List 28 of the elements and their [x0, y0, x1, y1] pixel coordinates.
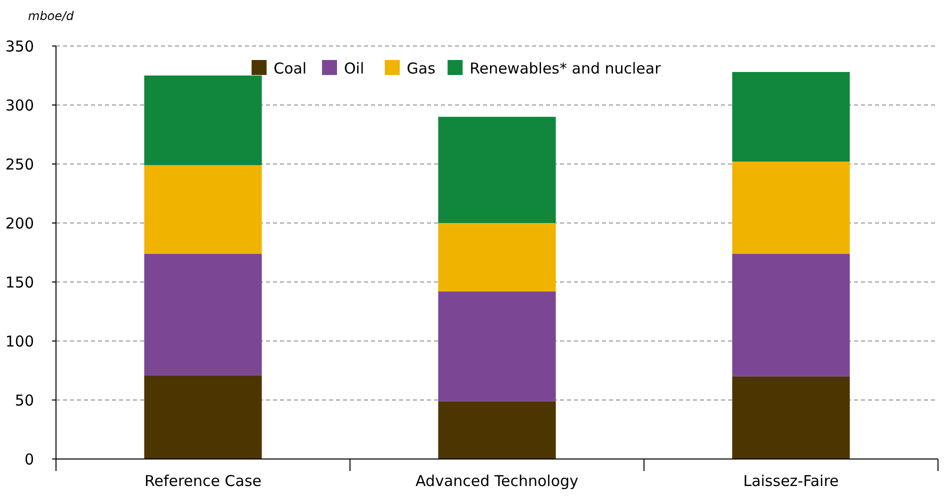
bar — [732, 254, 850, 376]
y-axis-title: mboe/d — [28, 9, 74, 23]
y-tick-label: 0 — [24, 450, 34, 468]
bar — [438, 401, 556, 459]
y-tick-label: 150 — [5, 273, 34, 292]
x-tick-label: Advanced Technology — [416, 472, 579, 490]
bar — [732, 72, 850, 162]
legend-label: Renewables* and nuclear — [470, 59, 662, 78]
x-tick-label: Reference Case — [144, 472, 262, 490]
legend-label: Gas — [406, 59, 436, 78]
y-tick-label: 200 — [5, 214, 34, 232]
legend-label: Oil — [344, 59, 364, 78]
y-tick-label: 350 — [5, 37, 34, 56]
y-tick-label: 50 — [14, 391, 34, 410]
y-tick-label: 250 — [5, 155, 34, 174]
bar — [438, 116, 556, 223]
bar — [144, 76, 262, 166]
bar — [144, 375, 262, 459]
bar — [438, 291, 556, 402]
y-tick-label: 100 — [5, 332, 34, 350]
legend-label: Coal — [274, 59, 307, 78]
x-tick-label: Laissez-Faire — [743, 472, 839, 490]
bar — [144, 254, 262, 376]
bar — [732, 162, 850, 254]
bar — [438, 223, 556, 292]
y-tick-label: 300 — [5, 96, 34, 114]
bar — [144, 165, 262, 254]
bar — [732, 376, 850, 459]
